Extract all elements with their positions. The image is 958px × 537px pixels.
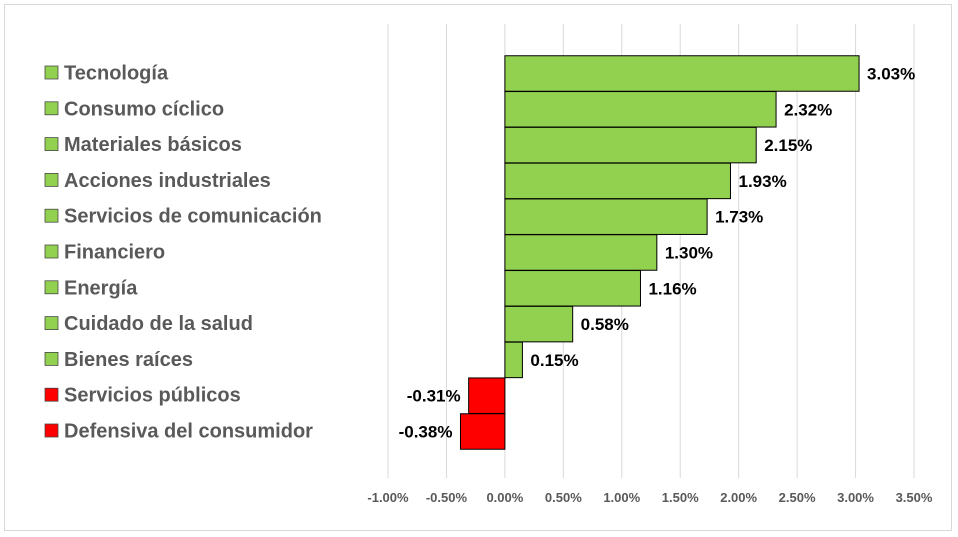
bar [459, 413, 506, 450]
legend-swatch [44, 280, 59, 295]
bar [504, 305, 574, 343]
legend-swatch [44, 101, 59, 116]
legend-swatch [44, 208, 59, 223]
legend-swatch [44, 316, 59, 330]
data-label: -0.38% [399, 423, 453, 442]
x-tick-label: 0.00% [486, 490, 523, 505]
data-label: 1.16% [648, 279, 696, 298]
data-label: 3.03% [867, 65, 915, 84]
legend-swatch [44, 173, 59, 187]
legend-label: Energía [64, 277, 138, 299]
data-label: 2.32% [784, 100, 832, 119]
data-label: 2.15% [764, 136, 812, 155]
legend-label: Cuidado de la salud [64, 313, 253, 335]
x-tick-label: 1.50% [662, 490, 699, 505]
bar [504, 270, 641, 307]
bar [504, 341, 523, 379]
data-label: 1.73% [715, 208, 763, 227]
data-label: 0.58% [581, 315, 629, 334]
x-tick-label: 0.50% [545, 490, 582, 505]
legend-label: Tecnología [64, 63, 169, 85]
legend-label: Acciones industriales [64, 170, 271, 192]
x-tick-label: 3.50% [896, 490, 933, 505]
bar [504, 234, 658, 271]
bar-layer [459, 55, 860, 450]
grid-layer [387, 24, 915, 478]
data-label-layer: 3.03% 2.32% 2.15% 1.93% 1.73%1.30% 1.16% 0.58%… [399, 65, 916, 442]
legend-label: Servicios de comunicación [64, 206, 322, 228]
data-label: 0.15% [530, 351, 578, 370]
legend-label: Financiero [64, 242, 165, 264]
legend-swatch [44, 65, 59, 80]
bar [504, 198, 708, 235]
legend-swatch [44, 244, 59, 259]
x-axis-ticks: -1.00% -0.50% 0.00% 0.50% 1.00% 1.50% 2.00% 2.5… [367, 490, 932, 505]
bar [504, 162, 731, 200]
legend-label: Defensiva del consumidor [64, 421, 313, 443]
legend-swatch [44, 423, 59, 438]
legend-label: Materiales básicos [64, 134, 242, 156]
x-tick-label: -1.00% [367, 490, 409, 505]
legend-label: Servicios públicos [64, 385, 241, 407]
legend-swatch [44, 387, 59, 402]
legend-label: Consumo cíclico [64, 98, 224, 120]
data-label: -0.31% [407, 387, 461, 406]
bar [504, 91, 777, 128]
bar [504, 55, 860, 92]
data-label: 1.30% [665, 244, 713, 263]
legend-swatch [44, 352, 59, 366]
legend-label: Bienes raíces [64, 349, 193, 371]
x-tick-label: 1.00% [603, 490, 640, 505]
bar [468, 377, 506, 414]
x-tick-label: 3.00% [837, 490, 874, 505]
legend: Tecnología Consumo cíclico Materiales bási… [44, 63, 322, 443]
bar [504, 126, 757, 164]
x-tick-label: -0.50% [426, 490, 468, 505]
legend-swatch [44, 137, 59, 151]
x-tick-label: 2.50% [779, 490, 816, 505]
data-label: 1.93% [738, 172, 786, 191]
x-tick-label: 2.00% [720, 490, 757, 505]
